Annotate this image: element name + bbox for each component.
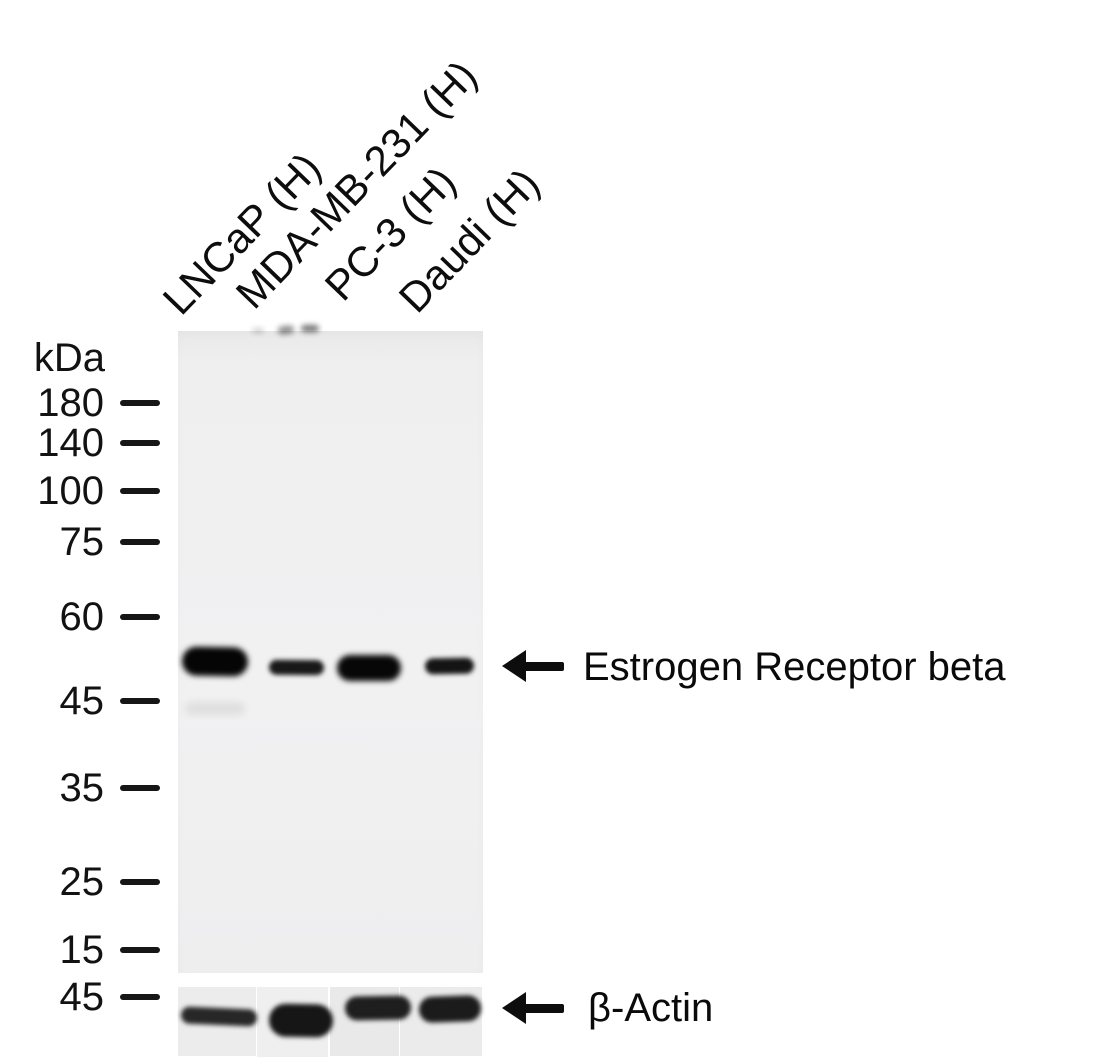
faint-nonspecific-band bbox=[185, 702, 245, 715]
protein-band-target bbox=[424, 657, 475, 675]
protein-band-loading bbox=[268, 1003, 334, 1038]
marker-tick bbox=[120, 994, 160, 1000]
arrow-left-icon bbox=[502, 991, 526, 1024]
marker-tick bbox=[120, 947, 160, 953]
marker-label: 75 bbox=[59, 520, 105, 564]
marker-label: 15 bbox=[59, 928, 105, 972]
marker-label: 45 bbox=[59, 679, 105, 723]
marker-tick bbox=[120, 400, 160, 406]
marker-tick bbox=[120, 785, 160, 791]
marker-tick bbox=[120, 488, 160, 494]
marker-tick bbox=[120, 614, 160, 620]
gel-top-smudge bbox=[301, 325, 319, 332]
annotation-estrogen-receptor-beta: Estrogen Receptor beta bbox=[583, 645, 1006, 689]
marker-label: 180 bbox=[37, 381, 104, 425]
arrow-left-icon bbox=[502, 649, 526, 682]
protein-band-loading bbox=[418, 994, 482, 1024]
marker-label: 140 bbox=[37, 421, 104, 465]
annotation-beta-actin: β-Actin bbox=[588, 986, 714, 1030]
marker-label: 35 bbox=[59, 766, 105, 810]
marker-label: 60 bbox=[59, 595, 105, 639]
marker-tick bbox=[120, 539, 160, 545]
protein-band-loading bbox=[344, 995, 412, 1021]
marker-tick bbox=[120, 440, 160, 446]
arrow-shaft bbox=[524, 1003, 564, 1013]
gel-top-smudge bbox=[252, 328, 264, 333]
marker-tick bbox=[120, 698, 160, 704]
marker-label: 25 bbox=[59, 860, 105, 904]
marker-label: 100 bbox=[37, 469, 104, 513]
kda-unit-label: kDa bbox=[33, 336, 105, 380]
marker-tick bbox=[120, 879, 160, 885]
protein-band-loading bbox=[180, 1006, 258, 1027]
protein-band-target bbox=[268, 659, 325, 676]
protein-band-target bbox=[181, 646, 249, 677]
arrow-shaft bbox=[524, 661, 564, 671]
protein-band-target bbox=[337, 655, 401, 681]
marker-label: 45 bbox=[59, 975, 105, 1019]
